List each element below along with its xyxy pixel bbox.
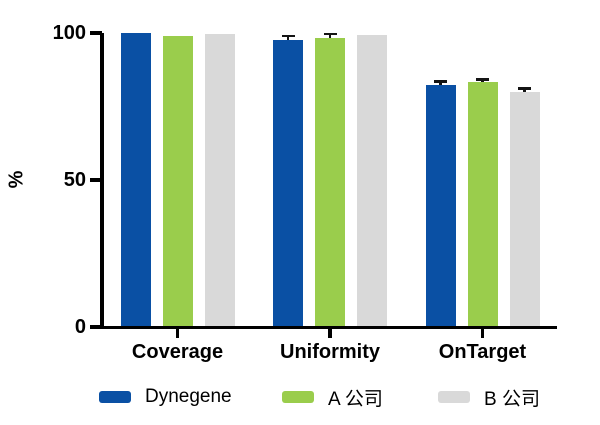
error-bar-cap-uniformity-dynegene (281, 34, 295, 38)
legend-swatch-dynegene (99, 391, 131, 403)
legend-swatch-company-b (438, 391, 470, 403)
error-bar-stem-ontarget-company-b (523, 89, 526, 92)
bar-coverage-dynegene (120, 33, 151, 327)
y-tick-label-50: 50 (63, 169, 86, 191)
error-bar-cap-ontarget-company-b (518, 87, 531, 90)
legend-swatch-company-a (282, 391, 314, 403)
error-bar-cap-uniformity-company-a (323, 32, 337, 36)
error-bar-cap-ontarget-dynegene (434, 80, 447, 83)
bar-uniformity-dynegene (273, 40, 303, 327)
legend-item-company-a: A 公司 (282, 385, 383, 410)
error-bar-stem-ontarget-dynegene (439, 82, 442, 86)
error-bar-stem-ontarget-company-a (481, 80, 484, 83)
x-tick-coverage (175, 329, 180, 338)
bar-coverage-company-b (204, 34, 235, 327)
x-tick-ontarget (480, 329, 485, 338)
bar-ontarget-company-b (509, 91, 540, 327)
legend-label-dynegene: Dynegene (145, 386, 232, 407)
category-label-coverage: Coverage (131, 341, 224, 363)
x-axis-line (99, 325, 557, 329)
bar-uniformity-company-b (357, 35, 387, 327)
category-label-uniformity: Uniformity (280, 341, 380, 363)
bar-uniformity-company-a (315, 37, 345, 327)
legend-item-dynegene: Dynegene (99, 385, 232, 409)
bar-ontarget-dynegene (425, 85, 456, 327)
error-bar-stem-uniformity-company-a (328, 35, 332, 38)
x-tick-uniformity (328, 329, 332, 338)
legend-label-company-b: B 公司 (484, 388, 540, 410)
legend-item-company-b: B 公司 (438, 385, 540, 410)
bar-ontarget-company-a (467, 82, 498, 327)
y-tick-100 (90, 31, 102, 35)
y-tick-0 (90, 325, 102, 329)
category-label-ontarget: OnTarget (438, 341, 527, 363)
error-bar-stem-uniformity-dynegene (286, 37, 290, 41)
y-tick-label-100: 100 (52, 22, 86, 44)
y-tick-50 (90, 178, 102, 182)
error-bar-cap-ontarget-company-a (476, 78, 489, 81)
y-tick-label-0: 0 (74, 316, 86, 338)
bar-coverage-company-a (162, 36, 193, 327)
legend-label-company-a: A 公司 (328, 388, 383, 410)
